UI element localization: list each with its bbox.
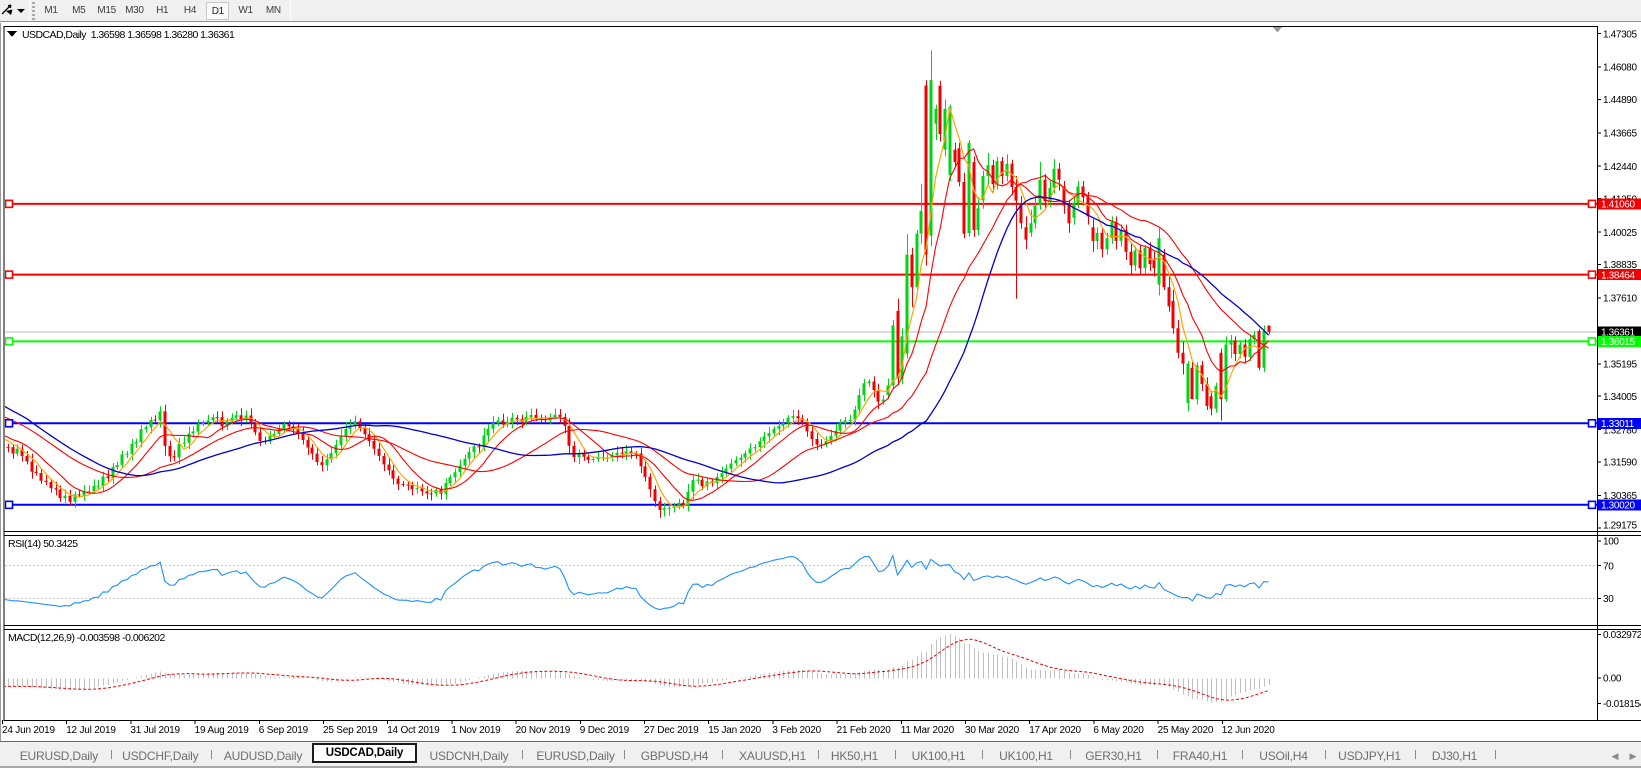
svg-text:1.36015: 1.36015 <box>1601 337 1635 348</box>
svg-text:1.31590: 1.31590 <box>1603 458 1637 469</box>
svg-text:70: 70 <box>1603 561 1614 572</box>
svg-text:1.41060: 1.41060 <box>1601 200 1635 211</box>
svg-text:1.35195: 1.35195 <box>1603 360 1637 371</box>
svg-text:MACD(12,26,9) -0.003598 -0.006: MACD(12,26,9) -0.003598 -0.006202 <box>8 632 166 644</box>
svg-text:1.33011: 1.33011 <box>1601 419 1635 430</box>
svg-text:14 Oct 2019: 14 Oct 2019 <box>387 725 440 736</box>
svg-text:24 Jun 2019: 24 Jun 2019 <box>2 725 55 736</box>
svg-text:USDCAD,Daily 1.36598 1.36598: USDCAD,Daily 1.36598 1.36598 1.36280 1.3… <box>22 29 235 41</box>
svg-text:6 Sep 2019: 6 Sep 2019 <box>259 725 309 736</box>
svg-text:12 Jul 2019: 12 Jul 2019 <box>66 725 116 736</box>
svg-text:1.38464: 1.38464 <box>1601 270 1635 281</box>
svg-text:1.46080: 1.46080 <box>1603 63 1637 74</box>
svg-text:RSI(14) 50.3425: RSI(14) 50.3425 <box>8 538 78 550</box>
svg-text:3 Feb 2020: 3 Feb 2020 <box>772 725 821 736</box>
svg-text:25 May 2020: 25 May 2020 <box>1158 725 1214 736</box>
svg-text:12 Jun 2020: 12 Jun 2020 <box>1222 725 1275 736</box>
svg-text:6 May 2020: 6 May 2020 <box>1093 725 1144 736</box>
svg-text:100: 100 <box>1603 537 1619 548</box>
svg-text:11 Mar 2020: 11 Mar 2020 <box>901 725 955 736</box>
svg-text:1.34005: 1.34005 <box>1603 392 1637 403</box>
svg-text:1.36361: 1.36361 <box>1601 328 1635 339</box>
svg-text:1.30365: 1.30365 <box>1603 491 1637 502</box>
svg-text:30 Mar 2020: 30 Mar 2020 <box>965 725 1020 736</box>
svg-text:1.30020: 1.30020 <box>1601 501 1635 512</box>
svg-text:9 Dec 2019: 9 Dec 2019 <box>580 725 630 736</box>
svg-text:25 Sep 2019: 25 Sep 2019 <box>323 725 378 736</box>
svg-text:20 Nov 2019: 20 Nov 2019 <box>516 725 571 736</box>
svg-text:1.37610: 1.37610 <box>1603 294 1637 305</box>
svg-text:1.29175: 1.29175 <box>1603 521 1637 532</box>
svg-text:21 Feb 2020: 21 Feb 2020 <box>837 725 892 736</box>
svg-text:1.42440: 1.42440 <box>1603 162 1637 173</box>
svg-text:1.44890: 1.44890 <box>1603 95 1637 106</box>
svg-text:15 Jan 2020: 15 Jan 2020 <box>708 725 761 736</box>
svg-text:30: 30 <box>1603 594 1614 605</box>
svg-text:0.032972: 0.032972 <box>1603 630 1641 641</box>
svg-text:31 Jul 2019: 31 Jul 2019 <box>130 725 180 736</box>
svg-text:1.32780: 1.32780 <box>1603 425 1637 436</box>
svg-text:1.38835: 1.38835 <box>1603 260 1637 271</box>
svg-text:27 Dec 2019: 27 Dec 2019 <box>644 725 699 736</box>
svg-text:1.40025: 1.40025 <box>1603 228 1637 239</box>
svg-text:-0.018154: -0.018154 <box>1603 699 1641 710</box>
svg-text:19 Aug 2019: 19 Aug 2019 <box>195 725 250 736</box>
svg-text:1.43665: 1.43665 <box>1603 129 1637 140</box>
svg-text:17 Apr 2020: 17 Apr 2020 <box>1029 725 1081 736</box>
svg-text:1 Nov 2019: 1 Nov 2019 <box>451 725 501 736</box>
svg-text:1.47305: 1.47305 <box>1603 29 1637 40</box>
svg-text:0.00: 0.00 <box>1603 674 1622 685</box>
